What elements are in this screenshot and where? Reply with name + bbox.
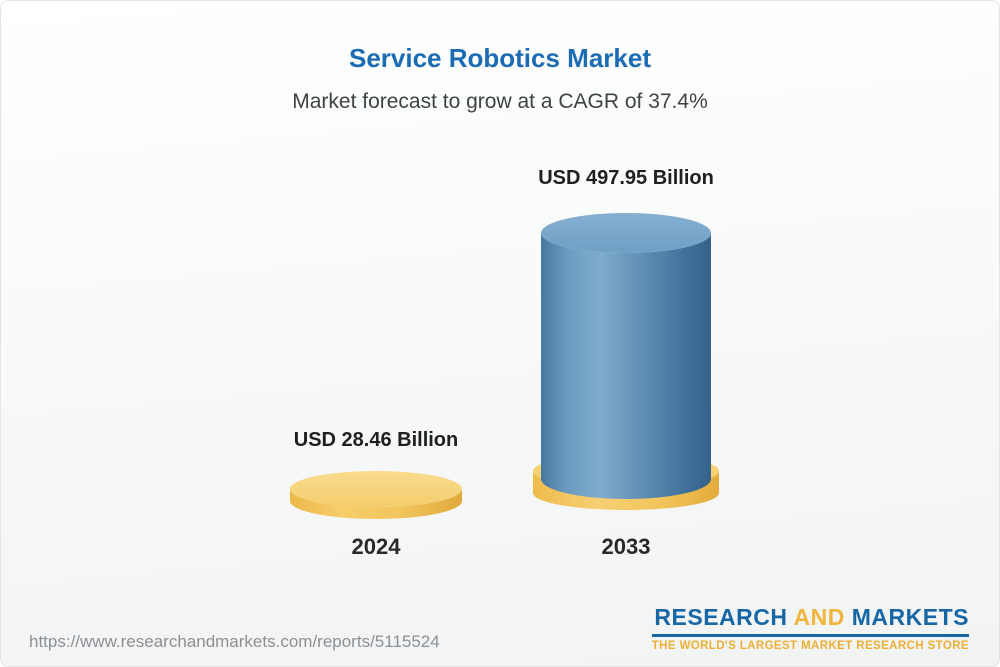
report-url-link[interactable]: https://www.researchandmarkets.com/repor…: [29, 632, 440, 651]
logo-word-research: RESEARCH: [654, 604, 788, 630]
logo-word-and: AND: [793, 604, 845, 630]
research-and-markets-logo: RESEARCH AND MARKETS THE WORLD'S LARGEST…: [651, 604, 969, 652]
logo-word-markets: MARKETS: [851, 604, 969, 630]
category-label-2024: 2024: [351, 534, 401, 559]
logo-tagline: THE WORLD'S LARGEST MARKET RESEARCH STOR…: [651, 640, 969, 652]
bar-2024-cylinder: [290, 471, 462, 519]
bar-2033-cylinder: [533, 213, 719, 510]
value-label-2033: USD 497.95 Billion: [538, 167, 714, 189]
value-label-2024: USD 28.46 Billion: [293, 429, 459, 451]
logo-divider-rule: [651, 634, 969, 637]
category-label-2033: 2033: [601, 534, 651, 559]
chart-title: Service Robotics Market: [348, 43, 651, 73]
chart-header: Service Robotics Market Market forecast …: [1, 1, 999, 114]
logo-wordmark: RESEARCH AND MARKETS: [654, 604, 969, 631]
chart-subtitle: Market forecast to grow at a CAGR of 37.…: [292, 90, 708, 113]
footer: https://www.researchandmarkets.com/repor…: [1, 604, 999, 666]
